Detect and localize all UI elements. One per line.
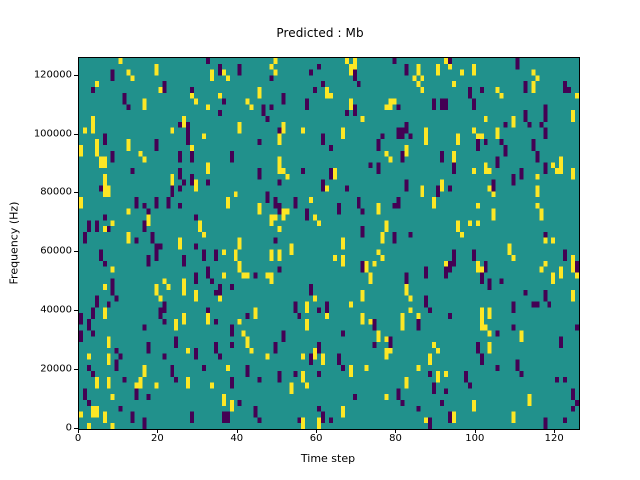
x-tick-mark bbox=[78, 429, 79, 433]
heatmap-image bbox=[79, 58, 579, 429]
y-tick-mark bbox=[74, 134, 78, 135]
y-tick-mark bbox=[74, 251, 78, 252]
x-tick-label: 80 bbox=[389, 433, 402, 444]
x-tick-label: 40 bbox=[230, 433, 244, 444]
y-tick-mark bbox=[74, 75, 78, 76]
x-tick-mark bbox=[554, 429, 555, 433]
x-tick-mark bbox=[475, 429, 476, 433]
y-tick-label: 100000 bbox=[33, 128, 72, 140]
x-tick-mark bbox=[316, 429, 317, 433]
y-tick-label: 80000 bbox=[40, 186, 72, 198]
y-axis-tick-labels: 0 20000 40000 60000 80000 100000 120000 bbox=[8, 0, 72, 480]
x-tick-label: 120 bbox=[544, 433, 564, 444]
y-tick-label: 0 bbox=[65, 422, 72, 434]
y-tick-mark bbox=[74, 192, 78, 193]
x-axis-label: Time step bbox=[300, 452, 356, 465]
heatmap-plot-area bbox=[78, 57, 580, 430]
x-tick-mark bbox=[395, 429, 396, 433]
x-tick-label: 20 bbox=[150, 433, 164, 444]
y-tick-label: 60000 bbox=[40, 245, 72, 257]
y-tick-mark bbox=[74, 428, 78, 429]
x-tick-label: 0 bbox=[74, 433, 82, 444]
x-tick-mark bbox=[237, 429, 238, 433]
x-tick-mark bbox=[157, 429, 158, 433]
y-tick-label: 20000 bbox=[40, 363, 72, 375]
y-tick-mark bbox=[74, 369, 78, 370]
page-title: Predicted : Mb bbox=[276, 26, 364, 40]
y-tick-mark bbox=[74, 310, 78, 311]
x-tick-label: 60 bbox=[309, 433, 323, 444]
y-tick-label: 120000 bbox=[33, 69, 72, 81]
x-tick-label: 100 bbox=[465, 433, 485, 444]
y-tick-label: 40000 bbox=[40, 304, 72, 316]
